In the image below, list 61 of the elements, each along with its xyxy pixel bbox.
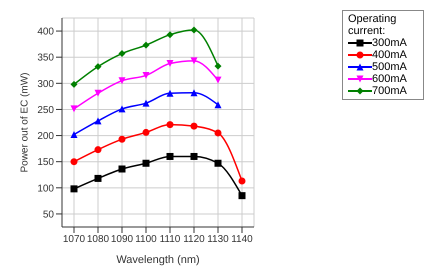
- point: [166, 60, 174, 67]
- x-tick-label: 1120: [183, 234, 206, 246]
- point: [190, 26, 198, 34]
- legend-label: 700mA: [372, 85, 407, 97]
- point: [214, 160, 222, 167]
- point: [70, 158, 78, 166]
- y-tick-label: 350: [37, 52, 54, 64]
- point: [94, 117, 102, 124]
- point: [94, 63, 102, 70]
- point: [142, 72, 150, 79]
- x-axis-title: Wavelength (nm): [116, 254, 200, 266]
- point: [190, 57, 198, 64]
- point: [70, 105, 78, 112]
- point: [142, 160, 150, 167]
- y-tick-label: 150: [37, 157, 54, 168]
- x-tick-label: 1130: [207, 234, 230, 246]
- y-tick-label: 50: [42, 209, 54, 220]
- x-tick-label: 1080: [86, 234, 110, 246]
- x-tick-label: 1070: [62, 234, 86, 246]
- point: [142, 128, 150, 136]
- point: [142, 100, 150, 107]
- point: [166, 90, 174, 97]
- y-tick-label: 400: [37, 26, 54, 38]
- point: [190, 122, 198, 130]
- x-tick-label: 1140: [231, 234, 254, 246]
- point: [118, 77, 126, 84]
- legend-title: Operating current:: [348, 13, 398, 37]
- point: [70, 131, 78, 138]
- point: [166, 152, 174, 160]
- point: [142, 42, 150, 49]
- legend-label: 400mA: [372, 49, 407, 61]
- legend-label: 500mA: [372, 61, 407, 73]
- point: [238, 192, 246, 200]
- legend-label: 300mA: [372, 37, 407, 49]
- legend-label: 600mA: [372, 73, 407, 85]
- point: [94, 174, 102, 182]
- point: [214, 101, 222, 108]
- point: [214, 76, 222, 84]
- point: [214, 62, 222, 70]
- point: [190, 89, 198, 96]
- point: [118, 50, 126, 58]
- y-tick-label: 200: [37, 131, 54, 142]
- point: [118, 136, 126, 143]
- point: [238, 178, 246, 185]
- point: [70, 185, 78, 192]
- y-axis-title: Power out of EC (mW): [20, 72, 31, 173]
- point: [118, 166, 126, 173]
- point: [166, 121, 174, 128]
- y-tick-label: 100: [37, 183, 54, 194]
- point: [190, 152, 198, 160]
- point: [94, 146, 102, 154]
- point: [214, 129, 222, 136]
- y-tick-label: 300: [37, 78, 54, 90]
- point: [70, 80, 78, 88]
- point: [166, 31, 174, 38]
- x-tick-label: 1100: [135, 234, 158, 246]
- y-tick-label: 250: [37, 104, 54, 116]
- point: [118, 105, 126, 112]
- x-tick-label: 1110: [160, 234, 181, 246]
- x-tick-label: 1090: [110, 234, 134, 246]
- point: [94, 90, 102, 97]
